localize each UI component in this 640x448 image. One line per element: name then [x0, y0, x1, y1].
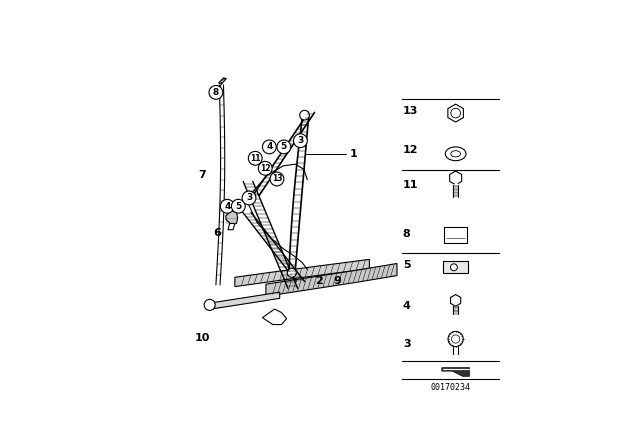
Text: 2: 2	[316, 276, 323, 286]
Text: 3: 3	[246, 194, 252, 202]
Text: 6: 6	[213, 228, 221, 238]
Polygon shape	[262, 309, 287, 324]
Text: 7: 7	[198, 170, 206, 180]
Text: 4: 4	[224, 202, 230, 211]
Text: 13: 13	[403, 106, 418, 116]
Circle shape	[209, 86, 223, 99]
Circle shape	[259, 161, 272, 175]
Polygon shape	[248, 193, 255, 201]
Polygon shape	[228, 224, 235, 230]
Circle shape	[287, 268, 296, 277]
Text: 8: 8	[212, 88, 219, 97]
Text: 00170234: 00170234	[431, 383, 470, 392]
Circle shape	[262, 140, 276, 154]
Text: 11: 11	[250, 154, 260, 163]
Text: 3: 3	[403, 339, 410, 349]
Polygon shape	[266, 263, 397, 296]
Circle shape	[204, 299, 215, 310]
Circle shape	[294, 134, 307, 147]
Circle shape	[250, 194, 255, 199]
Circle shape	[248, 151, 262, 165]
Circle shape	[300, 110, 309, 120]
Text: 4: 4	[266, 142, 273, 151]
Text: 9: 9	[333, 276, 342, 286]
Circle shape	[451, 108, 460, 118]
Circle shape	[451, 335, 460, 343]
Polygon shape	[209, 292, 280, 310]
Polygon shape	[235, 259, 369, 287]
Text: 8: 8	[403, 229, 411, 239]
Text: 12: 12	[260, 164, 271, 173]
Circle shape	[232, 199, 245, 213]
Polygon shape	[442, 368, 469, 376]
Text: 5: 5	[235, 202, 241, 211]
Ellipse shape	[451, 151, 460, 157]
Ellipse shape	[445, 147, 466, 161]
Circle shape	[451, 264, 458, 271]
Text: 12: 12	[403, 145, 419, 155]
Text: 11: 11	[403, 180, 419, 190]
FancyBboxPatch shape	[444, 227, 467, 243]
Text: 10: 10	[195, 333, 211, 343]
Circle shape	[220, 199, 234, 213]
Circle shape	[270, 172, 284, 186]
Text: 3: 3	[297, 136, 303, 145]
Text: 5: 5	[403, 260, 410, 270]
Text: 5: 5	[281, 142, 287, 151]
Polygon shape	[226, 211, 237, 224]
Text: 4: 4	[403, 301, 411, 310]
Text: 13: 13	[272, 174, 282, 184]
Text: 1: 1	[350, 149, 358, 159]
FancyBboxPatch shape	[443, 261, 468, 273]
Circle shape	[242, 191, 256, 205]
Circle shape	[448, 332, 463, 347]
Circle shape	[277, 140, 291, 154]
Polygon shape	[219, 78, 226, 84]
